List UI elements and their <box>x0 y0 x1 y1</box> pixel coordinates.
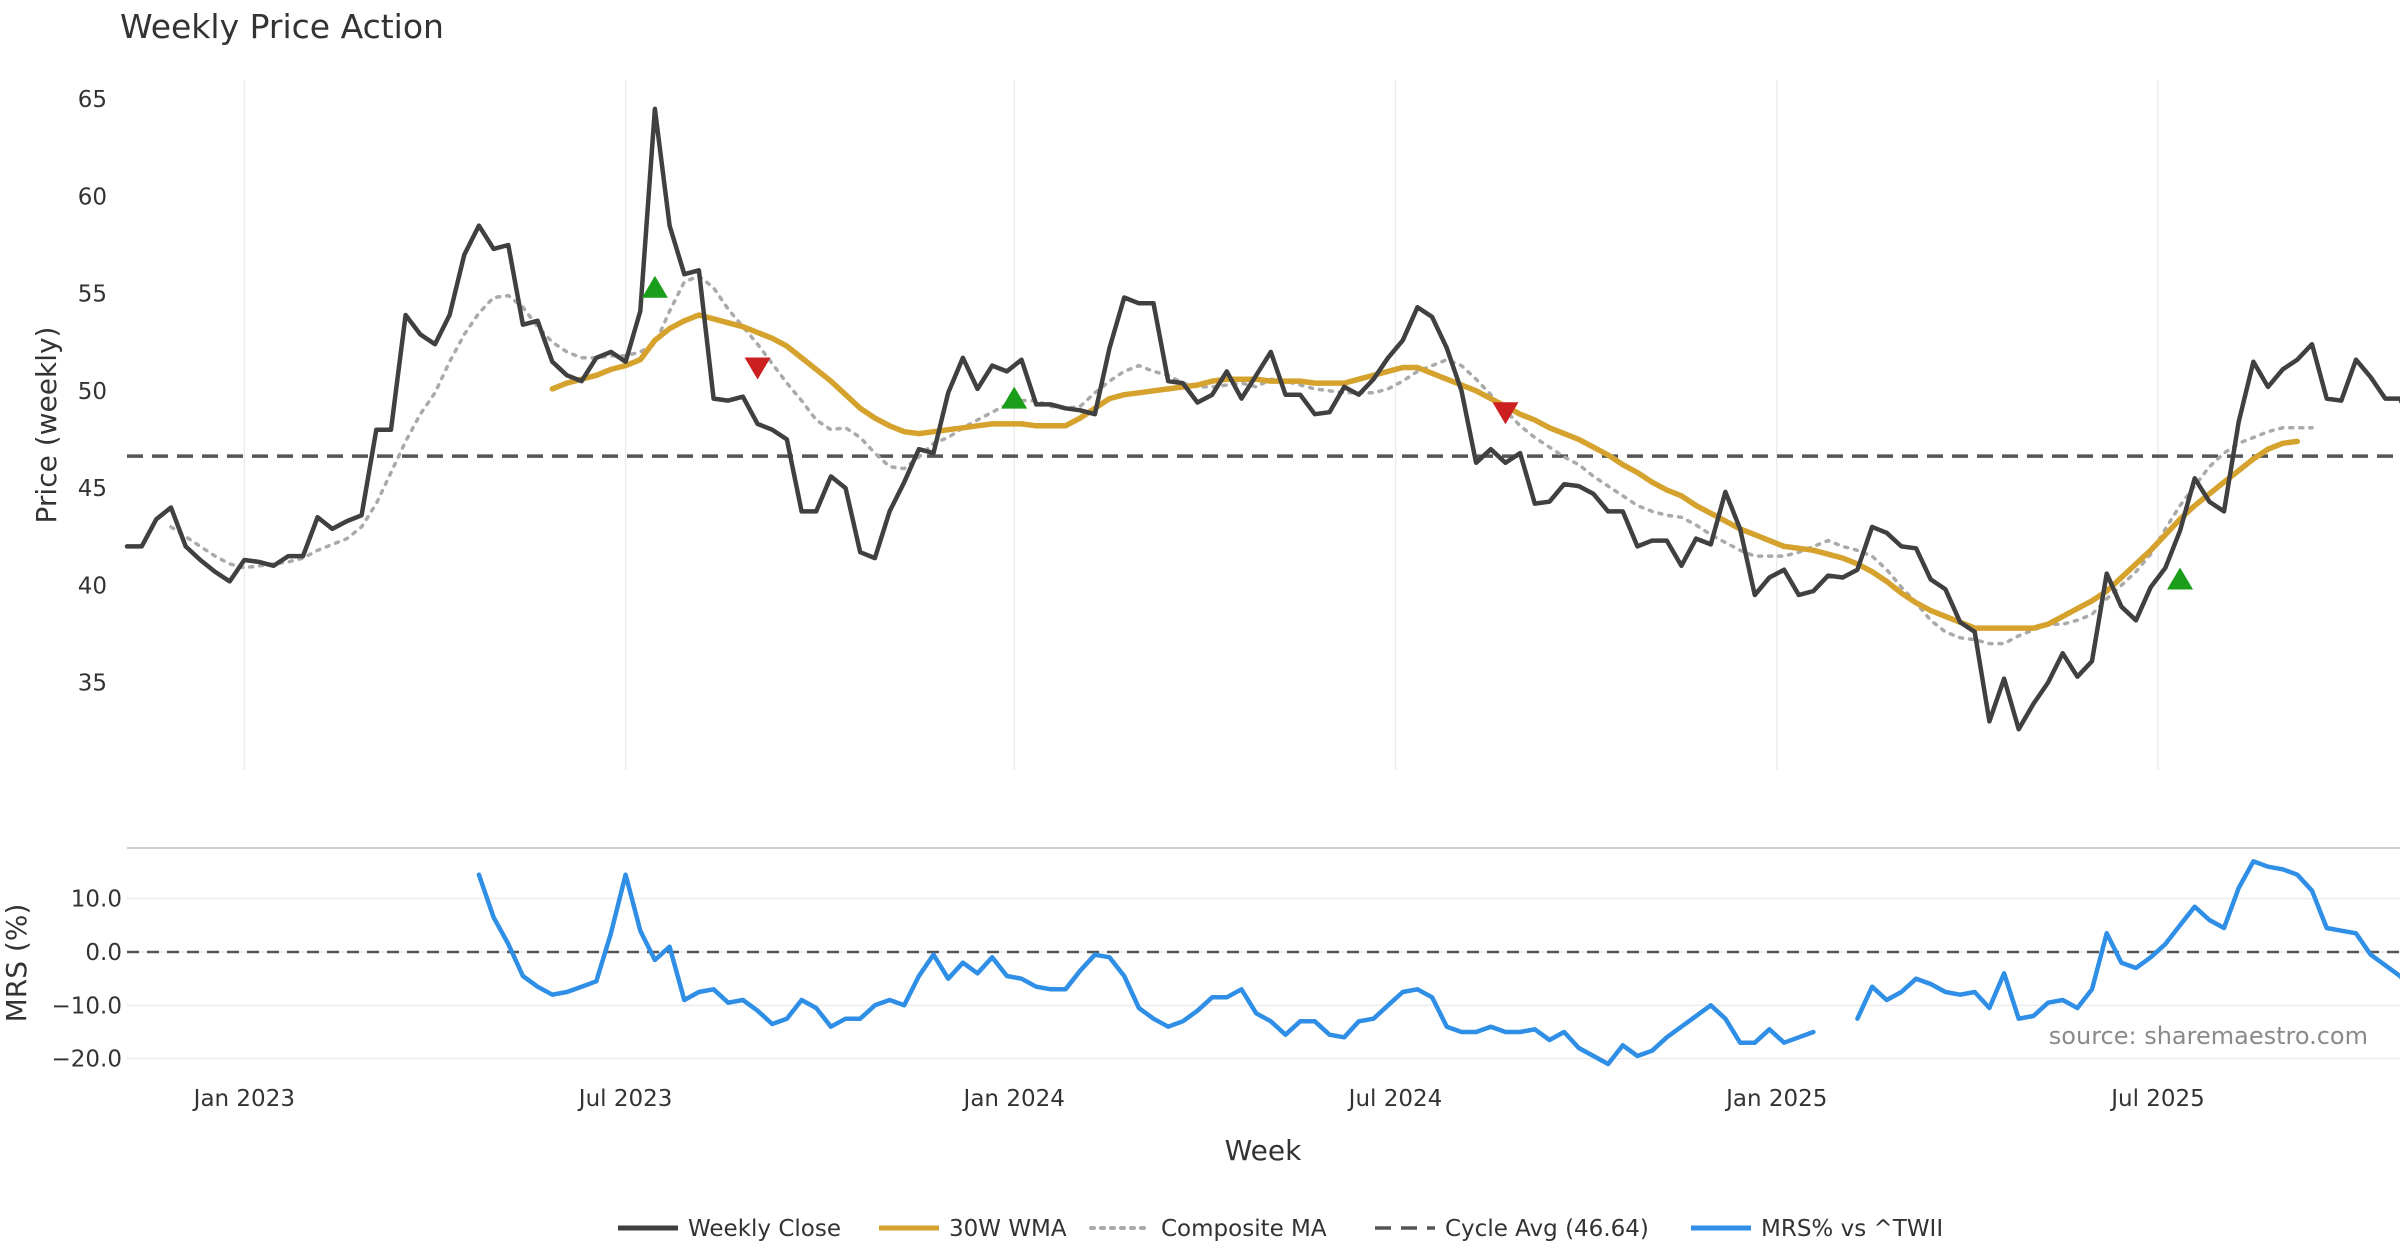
legend-label: Weekly Close <box>688 1216 841 1242</box>
grid-layer <box>127 80 2400 1060</box>
legend-item: MRS% vs ^TWII <box>1691 1216 1943 1242</box>
price-y-tick-label: 50 <box>78 379 107 405</box>
price-y-axis-label: Price (weekly) <box>30 327 63 524</box>
reference-lines <box>127 454 2400 954</box>
price-y-tick-label: 40 <box>78 573 107 599</box>
legend-label: MRS% vs ^TWII <box>1761 1216 1943 1242</box>
x-tick-label: Jul 2023 <box>577 1086 673 1112</box>
legend-item: Weekly Close <box>618 1216 841 1242</box>
legend: Weekly Close 30W WMA Composite MA Cycle Avg… <box>618 1216 1943 1242</box>
chart-title: Weekly Price Action <box>120 7 444 46</box>
x-axis-label: Week <box>1225 1134 1302 1167</box>
series-layer <box>124 106 2400 1067</box>
sell-signal-marker <box>744 357 771 380</box>
price-y-tick-label: 55 <box>78 282 107 308</box>
x-tick-label: Jul 2025 <box>2109 1086 2205 1112</box>
legend-label: Composite MA <box>1161 1216 1327 1242</box>
mrs-y-tick-label: 0.0 <box>85 940 122 966</box>
legend-label: 30W WMA <box>949 1216 1067 1242</box>
legend-item: Cycle Avg (46.64) <box>1375 1216 1649 1242</box>
x-tick-label: Jan 2024 <box>962 1086 1065 1112</box>
signal-markers <box>641 275 2194 590</box>
price-y-tick-label: 65 <box>78 87 107 113</box>
x-tick-label: Jan 2023 <box>192 1086 295 1112</box>
buy-signal-marker <box>2167 567 2194 590</box>
mrs-y-tick-label: 10.0 <box>71 887 122 913</box>
x-tick-label: Jul 2024 <box>1347 1086 1443 1112</box>
price-y-tick-label: 45 <box>78 476 107 502</box>
mrs-line <box>476 859 2400 1067</box>
axis-labels: Jan 2023 Jul 2023 Jan 2024 Jul 2024 Jan 2025… <box>52 87 2205 1112</box>
legend-item: 30W WMA <box>879 1216 1067 1242</box>
legend-item: Composite MA <box>1089 1216 1327 1242</box>
mrs-y-axis-label: MRS (%) <box>0 904 33 1023</box>
buy-signal-marker <box>641 275 668 298</box>
legend-label: Cycle Avg (46.64) <box>1445 1216 1649 1242</box>
wma-30w-line <box>549 312 2301 631</box>
weekly-close-line <box>124 106 2400 732</box>
source-label: source: sharemaestro.com <box>2049 1022 2368 1050</box>
price-y-tick-label: 35 <box>78 671 107 697</box>
composite-ma-line <box>169 274 2314 646</box>
sell-signal-marker <box>1492 402 1519 425</box>
buy-signal-marker <box>1001 386 1028 409</box>
x-tick-label: Jan 2025 <box>1724 1086 1827 1112</box>
mrs-y-tick-label: −10.0 <box>52 993 122 1019</box>
mrs-y-tick-label: −20.0 <box>52 1047 122 1073</box>
price-y-tick-label: 60 <box>78 184 107 210</box>
